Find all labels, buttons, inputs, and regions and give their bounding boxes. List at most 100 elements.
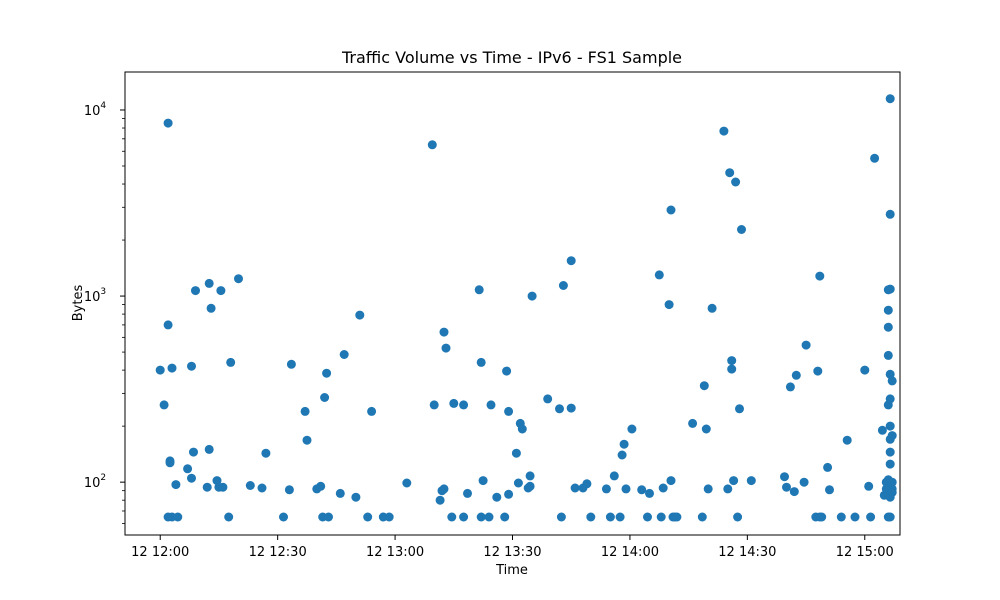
data-point xyxy=(459,512,469,522)
data-point xyxy=(601,484,611,494)
scatter-points xyxy=(155,94,897,522)
data-point xyxy=(226,357,236,367)
data-point xyxy=(555,404,564,414)
data-point xyxy=(245,481,255,490)
data-point xyxy=(885,284,895,294)
data-point xyxy=(355,310,365,320)
x-tick-label: 12 13:30 xyxy=(483,545,541,560)
data-point xyxy=(850,512,860,522)
x-tick-label: 12 15:00 xyxy=(836,545,894,560)
data-point xyxy=(439,327,449,337)
data-point xyxy=(459,400,469,410)
data-point xyxy=(204,278,214,288)
data-point xyxy=(216,286,226,296)
x-axis: 12 12:00 12 12:30 12 13:00 12 13:30 12 14:00… xyxy=(131,535,894,560)
data-point xyxy=(609,471,619,481)
data-point xyxy=(486,400,496,410)
data-point xyxy=(316,481,326,491)
data-point xyxy=(187,473,196,483)
data-point xyxy=(435,495,445,505)
data-point xyxy=(527,291,537,301)
y-tick-label: 103 xyxy=(84,287,106,305)
data-point xyxy=(189,447,198,457)
chart-title: Traffic Volume vs Time - IPv6 - FS1 Samp… xyxy=(341,48,682,67)
data-point xyxy=(815,271,825,281)
x-axis-label: Time xyxy=(495,563,528,578)
data-point xyxy=(556,512,566,522)
data-point xyxy=(887,431,897,441)
data-point xyxy=(513,478,523,488)
data-point xyxy=(785,382,795,392)
data-point xyxy=(697,512,707,522)
data-point xyxy=(191,286,200,296)
data-point xyxy=(165,458,175,468)
data-point xyxy=(727,364,737,374)
data-point xyxy=(261,448,271,458)
data-point xyxy=(656,512,666,522)
data-point xyxy=(525,481,535,491)
data-point xyxy=(202,482,212,492)
data-point xyxy=(836,512,846,522)
data-point xyxy=(500,512,510,522)
data-point xyxy=(885,447,895,457)
data-point xyxy=(723,484,733,494)
data-point xyxy=(860,365,870,375)
data-point xyxy=(791,370,801,380)
data-point xyxy=(218,482,228,492)
data-point xyxy=(719,126,729,136)
data-point xyxy=(582,479,592,489)
data-point xyxy=(439,484,449,494)
data-point xyxy=(617,450,627,460)
data-point xyxy=(449,398,459,408)
data-point xyxy=(883,322,893,332)
data-point xyxy=(666,205,676,215)
data-point xyxy=(183,464,193,474)
data-point xyxy=(447,512,457,522)
data-point xyxy=(279,512,288,522)
data-point xyxy=(887,488,897,497)
data-point xyxy=(206,303,216,313)
data-point xyxy=(699,381,709,391)
x-tick-label: 12 14:00 xyxy=(601,545,659,560)
data-point xyxy=(339,350,349,359)
data-point xyxy=(429,400,439,410)
data-point xyxy=(887,376,897,386)
data-point xyxy=(703,484,713,494)
data-point xyxy=(619,439,629,449)
data-point xyxy=(885,512,895,522)
data-point xyxy=(322,368,332,378)
data-point xyxy=(654,270,664,280)
data-point xyxy=(885,394,895,404)
data-point xyxy=(335,488,345,498)
plot-area xyxy=(124,71,901,536)
x-tick-label: 12 13:00 xyxy=(366,545,424,560)
data-point xyxy=(887,477,897,487)
data-point xyxy=(204,444,214,454)
data-point xyxy=(525,471,535,481)
data-point xyxy=(159,400,169,410)
data-point xyxy=(870,153,880,163)
data-point xyxy=(367,406,377,416)
data-point xyxy=(782,482,791,492)
data-point xyxy=(558,281,568,290)
y-tick-label: 104 xyxy=(84,101,107,119)
data-point xyxy=(731,177,741,187)
data-point xyxy=(666,476,676,486)
data-point xyxy=(402,478,412,488)
data-point xyxy=(746,476,756,486)
data-point xyxy=(566,256,576,266)
data-point xyxy=(885,94,895,104)
data-point xyxy=(883,350,893,360)
data-point xyxy=(780,472,789,482)
y-tick-label: 102 xyxy=(84,473,106,491)
data-point xyxy=(735,404,744,414)
data-point xyxy=(823,462,833,472)
data-point xyxy=(286,359,296,369)
data-point xyxy=(664,300,674,310)
data-point xyxy=(492,492,502,502)
data-point xyxy=(645,488,654,498)
data-point xyxy=(502,366,512,376)
data-point xyxy=(586,512,596,522)
data-point xyxy=(302,435,312,445)
data-point xyxy=(173,512,183,522)
